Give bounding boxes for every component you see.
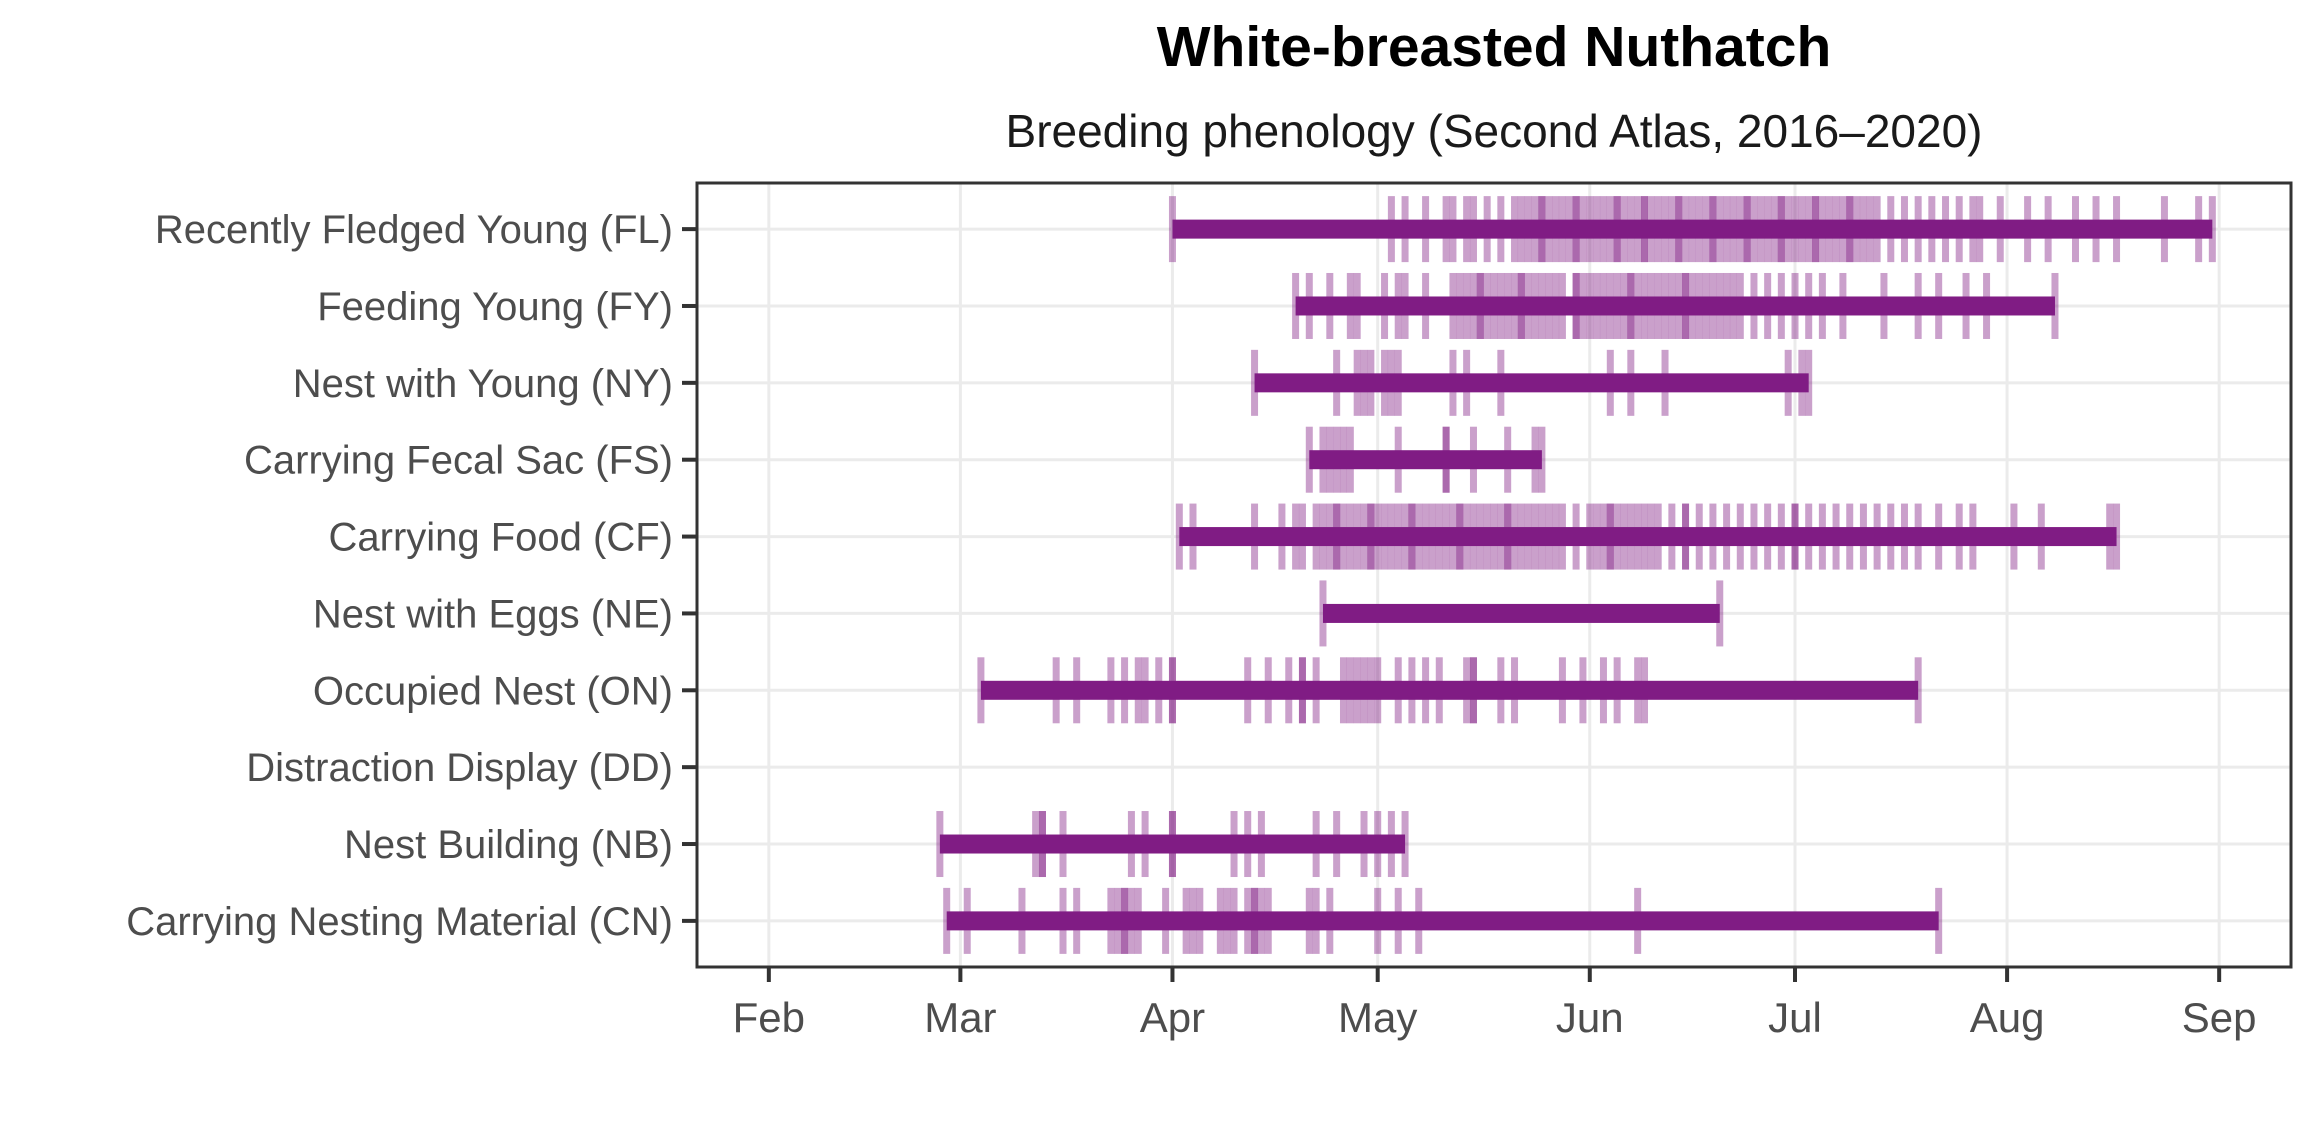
y-axis-label-FS: Carrying Fecal Sac (FS) [244, 439, 673, 483]
x-axis-label: Mar [924, 994, 996, 1041]
x-axis-label: Sep [2182, 994, 2257, 1041]
range-bar-CN [946, 911, 1939, 931]
x-axis-label: Jun [1556, 994, 1624, 1041]
x-axis-label: Jul [1768, 994, 1822, 1041]
range-bar-CF [1179, 527, 2117, 547]
range-bar-FS [1309, 450, 1542, 470]
y-axis-label-DD: Distraction Display (DD) [246, 746, 673, 790]
y-axis-label-NB: Nest Building (NB) [344, 823, 673, 867]
y-axis-label-NY: Nest with Young (NY) [293, 362, 673, 406]
y-axis-label-ON: Occupied Nest (ON) [313, 669, 673, 713]
y-axis-label-CF: Carrying Food (CF) [328, 516, 673, 560]
y-axis-label-FY: Feeding Young (FY) [317, 285, 673, 329]
chart-subtitle: Breeding phenology (Second Atlas, 2016–2… [1005, 105, 1983, 157]
y-axis-label-FL: Recently Fledged Young (FL) [155, 208, 673, 252]
x-axis-label: Aug [1970, 994, 2045, 1041]
y-axis-label-CN: Carrying Nesting Material (CN) [126, 900, 673, 944]
panel-border [695, 181, 2293, 969]
x-axis-label: Apr [1140, 994, 1205, 1041]
range-bar-NE [1322, 603, 1720, 623]
range-bar-NB [939, 834, 1406, 854]
x-axis-label: Feb [733, 994, 805, 1041]
range-bar-FL [1172, 219, 2213, 239]
range-bar-NY [1254, 373, 1809, 393]
x-axis-label: May [1338, 994, 1417, 1041]
range-bar-ON [980, 680, 1919, 700]
chart-title: White-breasted Nuthatch [1156, 15, 1832, 79]
range-bar-FY [1295, 296, 2055, 316]
y-axis-label-NE: Nest with Eggs (NE) [313, 592, 673, 636]
